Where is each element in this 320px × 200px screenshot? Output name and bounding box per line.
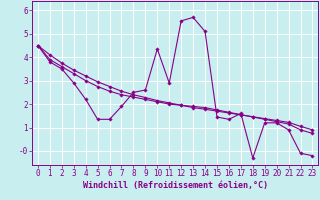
X-axis label: Windchill (Refroidissement éolien,°C): Windchill (Refroidissement éolien,°C) bbox=[83, 181, 268, 190]
